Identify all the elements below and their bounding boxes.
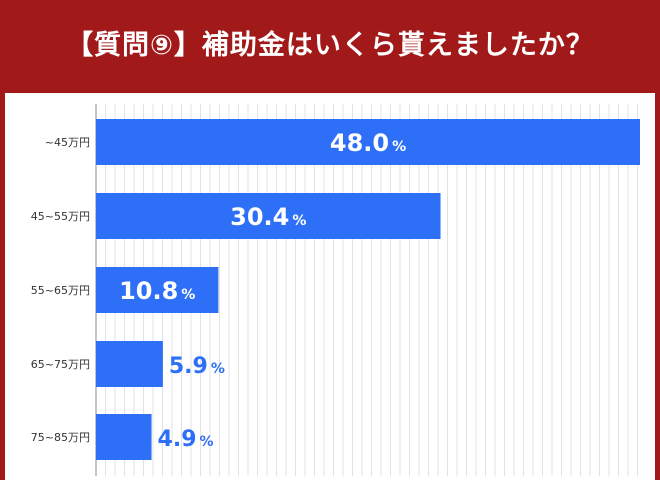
bar — [96, 267, 219, 313]
page-title: 【質問⑨】補助金はいくら貰えましたか？ — [66, 30, 594, 61]
category-label: ~45万円 — [45, 136, 90, 149]
category-label: 65~75万円 — [31, 358, 90, 371]
category-label: 45~55万円 — [31, 210, 90, 223]
value-label: 5.9% — [169, 354, 225, 379]
header-bar: 【質問⑨】補助金はいくら貰えましたか？ — [0, 0, 660, 92]
bar — [96, 193, 441, 239]
value-label: 30.4% — [230, 203, 306, 231]
value-label: 4.9% — [158, 427, 214, 452]
value-label: 10.8% — [119, 277, 195, 305]
bar — [96, 119, 640, 165]
bar — [96, 341, 163, 387]
bar — [96, 414, 152, 460]
category-label: 75~85万円 — [31, 431, 90, 444]
category-label: 55~65万円 — [31, 284, 90, 297]
value-label: 48.0% — [330, 129, 406, 157]
